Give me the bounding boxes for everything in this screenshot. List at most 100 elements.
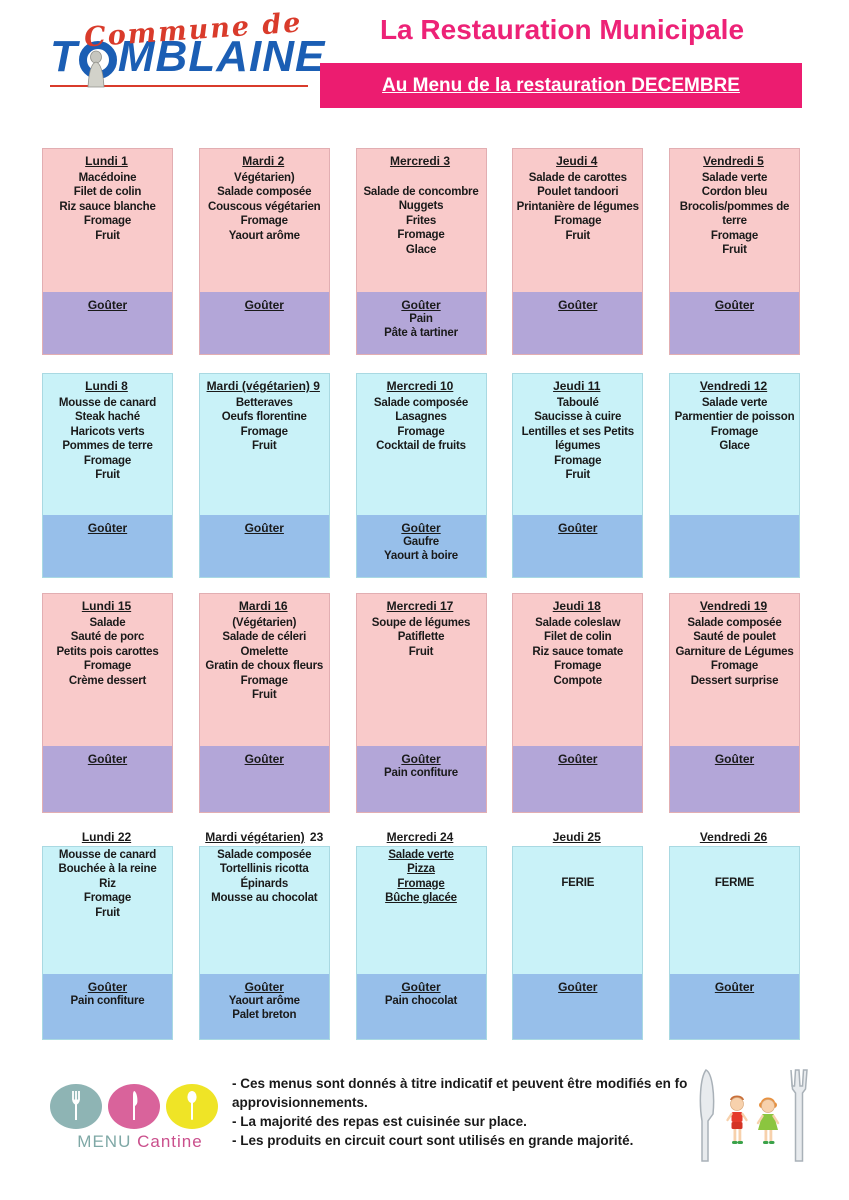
snack-section: Goûter Pain confiture bbox=[356, 746, 486, 812]
menu-item: Épinards bbox=[240, 877, 289, 890]
menu-item: Fromage bbox=[710, 660, 759, 673]
day-menu-list: Salade composée Sauté de poulet Garniture … bbox=[670, 615, 799, 746]
menu-item: Frites bbox=[405, 214, 437, 227]
day-menu-list: Salade Sauté de porc Petits pois carottes F… bbox=[43, 615, 172, 746]
day-card: Mardi végétarien) 23 Salade composée Torte… bbox=[198, 825, 330, 1040]
snack-section: Goûter Pain confiture bbox=[43, 974, 172, 1039]
day-card: Mercredi 17 Soupe de légumes Patiflette Fru… bbox=[355, 593, 487, 813]
day-body: FERME Goûter bbox=[669, 845, 800, 1040]
day-title: Mercredi 3 bbox=[357, 149, 486, 170]
page-header: Commune de T MBLAINE La Restauration Muni… bbox=[0, 0, 849, 148]
knife-oval bbox=[108, 1084, 160, 1129]
menu-item: Haricots verts bbox=[70, 425, 145, 438]
menu-item: Riz sauce blanche bbox=[59, 200, 156, 213]
menu-item: Nuggets bbox=[398, 200, 444, 213]
day-menu-list: (Végétarien) Salade de céleri Omelette Grat… bbox=[200, 615, 329, 746]
menu-item: Fromage bbox=[554, 215, 602, 228]
menu-item: Salade de concombre bbox=[363, 185, 479, 198]
menu-item: Brocolis/pommes de terre bbox=[679, 200, 790, 228]
day-body: Salade verte Pizza Fromage Bûche glacée Goût… bbox=[355, 845, 487, 1040]
footer-notes: - Ces menus sont donnés à titre indicati… bbox=[232, 1074, 697, 1151]
menu-item: Glace bbox=[405, 243, 437, 256]
day-body: FERIE Goûter bbox=[512, 845, 644, 1040]
week-row-1: Lundi 1 Macédoine Filet de colin Riz sauce … bbox=[42, 148, 800, 355]
menu-item: Crème dessert bbox=[68, 674, 147, 687]
snack-section: Goûter bbox=[43, 746, 172, 812]
snack-label: Goûter bbox=[401, 752, 441, 766]
menu-item: Filet de colin bbox=[544, 631, 612, 644]
month-banner-text: Au Menu de la restauration DECEMBRE bbox=[382, 74, 740, 96]
day-body: Betteraves Oeufs florentine Fromage Fruit Go… bbox=[199, 395, 329, 577]
day-title: Jeudi 11 bbox=[513, 374, 642, 395]
cutlery-ovals bbox=[50, 1084, 230, 1129]
day-title: Jeudi 18 bbox=[513, 594, 642, 615]
snack-section: Goûter Gaufre Yaourt à boire bbox=[356, 515, 486, 577]
snack-section bbox=[670, 515, 799, 577]
fork-icon bbox=[72, 1090, 80, 1120]
snack-label: Goûter bbox=[401, 298, 441, 312]
day-card: Jeudi 11 Taboulé Saucisse à cuire Lentilles… bbox=[512, 373, 644, 578]
menu-item: Fromage bbox=[397, 877, 445, 890]
day-title-text: Lundi 8 bbox=[85, 379, 128, 393]
day-title-text: Mercredi 3 bbox=[389, 154, 451, 168]
menu-item: Filet de colin bbox=[73, 186, 142, 199]
day-card: Lundi 22 Mousse de canard Bouchée à la rei… bbox=[42, 825, 173, 1040]
snack-label: Goûter bbox=[87, 752, 128, 766]
menu-item: Fruit bbox=[95, 906, 120, 919]
day-title: Mardi 2 bbox=[200, 149, 329, 170]
snack-section: Goûter bbox=[670, 746, 799, 812]
menu-item: Mousse de canard bbox=[58, 848, 157, 861]
menu-item: Sauté de poulet bbox=[693, 631, 776, 644]
snack-label: Goûter bbox=[244, 521, 284, 535]
snack-section: Goûter bbox=[199, 746, 329, 812]
menu-item: Garniture de Légumes bbox=[675, 645, 794, 658]
day-title: Vendredi 12 bbox=[670, 374, 799, 395]
snack-section: Goûter Pain Pâte à tartiner bbox=[356, 292, 486, 354]
day-card: Mercredi 3 Salade de concombre Nuggets Frit… bbox=[355, 148, 487, 355]
day-menu-list: Salade composée Lasagnes Fromage Cocktail d… bbox=[357, 395, 486, 515]
menu-item: Oeufs florentine bbox=[221, 411, 307, 424]
logo-letter-t: T bbox=[50, 32, 78, 81]
menu-item: Fromage bbox=[240, 674, 288, 687]
day-title: Vendredi 26 bbox=[669, 825, 800, 846]
menu-item: Dessert surprise bbox=[690, 674, 779, 687]
menu-item: Pizza bbox=[407, 863, 435, 876]
snack-item: Pain chocolat bbox=[384, 995, 458, 1007]
snack-section: Goûter bbox=[513, 746, 643, 812]
menu-item: Bûche glacée bbox=[385, 892, 457, 905]
menu-item: Cordon bleu bbox=[701, 186, 768, 199]
menu-item: (Végétarien) bbox=[232, 616, 297, 629]
week-row-2: Lundi 8 Mousse de canard Steak haché Harico… bbox=[42, 373, 800, 578]
day-body: Mousse de canard Bouchée à la reine Riz Fro… bbox=[42, 845, 173, 1040]
day-body: Salade verte Cordon bleu Brocolis/pommes d… bbox=[670, 170, 799, 354]
snack-label: Goûter bbox=[714, 980, 755, 994]
snack-section: Goûter bbox=[513, 515, 643, 577]
day-card: Jeudi 25 FERIE Goûter bbox=[512, 825, 644, 1040]
day-title: Lundi 15 bbox=[43, 594, 172, 615]
day-body: Salade coleslaw Filet de colin Riz sauce t… bbox=[513, 615, 643, 812]
menu-item: Fruit bbox=[565, 469, 591, 482]
menu-item: Riz sauce tomate bbox=[532, 645, 624, 658]
day-title-text: Lundi 15 bbox=[81, 599, 132, 613]
day-body: Végétarien) Salade composée Couscous végét… bbox=[199, 170, 329, 354]
menu-item: Bouchée à la reine bbox=[58, 863, 157, 876]
day-body: Salade composée Lasagnes Fromage Cocktail d… bbox=[356, 395, 486, 577]
menu-item: Salade coleslaw bbox=[535, 616, 621, 629]
menu-item: Cocktail de fruits bbox=[376, 440, 466, 453]
menu-item: Salade de céleri bbox=[222, 631, 307, 644]
day-title: Lundi 1 bbox=[43, 149, 172, 170]
menu-item: Fromage bbox=[83, 660, 132, 673]
snack-item: Pain confiture bbox=[384, 767, 458, 779]
day-body: Salade Sauté de porc Petits pois carottes F… bbox=[43, 615, 172, 812]
menu-item: Saucisse à cuire bbox=[534, 411, 622, 424]
menu-item: Salade bbox=[89, 616, 126, 629]
cantine-word: Cantine bbox=[137, 1132, 203, 1151]
menu-item: Fruit bbox=[722, 244, 747, 257]
logo-letters-rest: MBLAINE bbox=[117, 32, 326, 81]
menu-item: Riz bbox=[99, 877, 116, 890]
day-title-text: Mercredi 10 bbox=[386, 379, 454, 393]
kids-cutlery-illustration bbox=[699, 1069, 808, 1162]
snack-label: Goûter bbox=[244, 752, 284, 766]
day-card: Lundi 1 Macédoine Filet de colin Riz sauce … bbox=[42, 148, 173, 355]
snack-section: Goûter Pain chocolat bbox=[356, 974, 486, 1039]
